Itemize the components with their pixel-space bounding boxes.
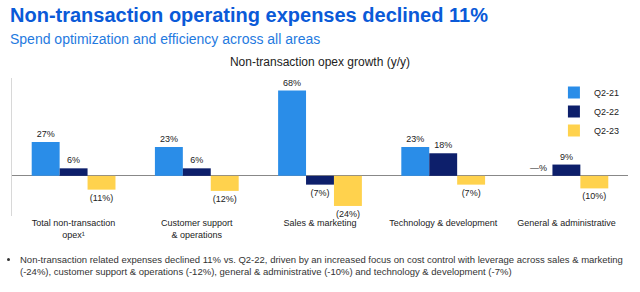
svg-text:Q2-22: Q2-22 [594,107,619,117]
svg-text:(7%): (7%) [310,188,329,198]
svg-text:(11%): (11%) [90,193,113,203]
svg-text:6%: 6% [67,155,80,165]
svg-text:Customer support& operations: Customer support& operations [161,218,233,240]
svg-text:Total non-transactionopex¹: Total non-transactionopex¹ [32,218,116,240]
svg-text:Technology & development: Technology & development [389,218,498,228]
svg-text:(10%): (10%) [582,191,606,201]
svg-text:—%: —% [530,163,547,173]
svg-text:6%: 6% [190,155,203,165]
svg-text:18%: 18% [434,140,452,150]
svg-text:27%: 27% [37,129,55,139]
html-text:Non-transaction operating expe: Non-transaction operating expenses decli… [10,4,488,26]
html-text:Spend optimization and efficie: Spend optimization and efficiency across… [10,31,321,47]
svg-text:(7%): (7%) [462,188,481,198]
svg-text:9%: 9% [560,152,573,162]
svg-text:(12%): (12%) [213,194,237,204]
svg-text:Sales & marketing: Sales & marketing [283,218,356,228]
svg-text:Non-transaction opex growth (y: Non-transaction opex growth (y/y) [230,55,410,69]
svg-text:68%: 68% [283,78,301,88]
svg-text:(24%): (24%) [336,209,360,219]
svg-text:23%: 23% [406,134,424,144]
svg-text:General & administrative: General & administrative [517,218,616,228]
svg-text:Q2-21: Q2-21 [594,88,619,98]
html-text:Non-transaction related expens: Non-transaction related expenses decline… [20,254,623,277]
svg-text:23%: 23% [160,134,178,144]
svg-text:Q2-23: Q2-23 [594,126,619,136]
